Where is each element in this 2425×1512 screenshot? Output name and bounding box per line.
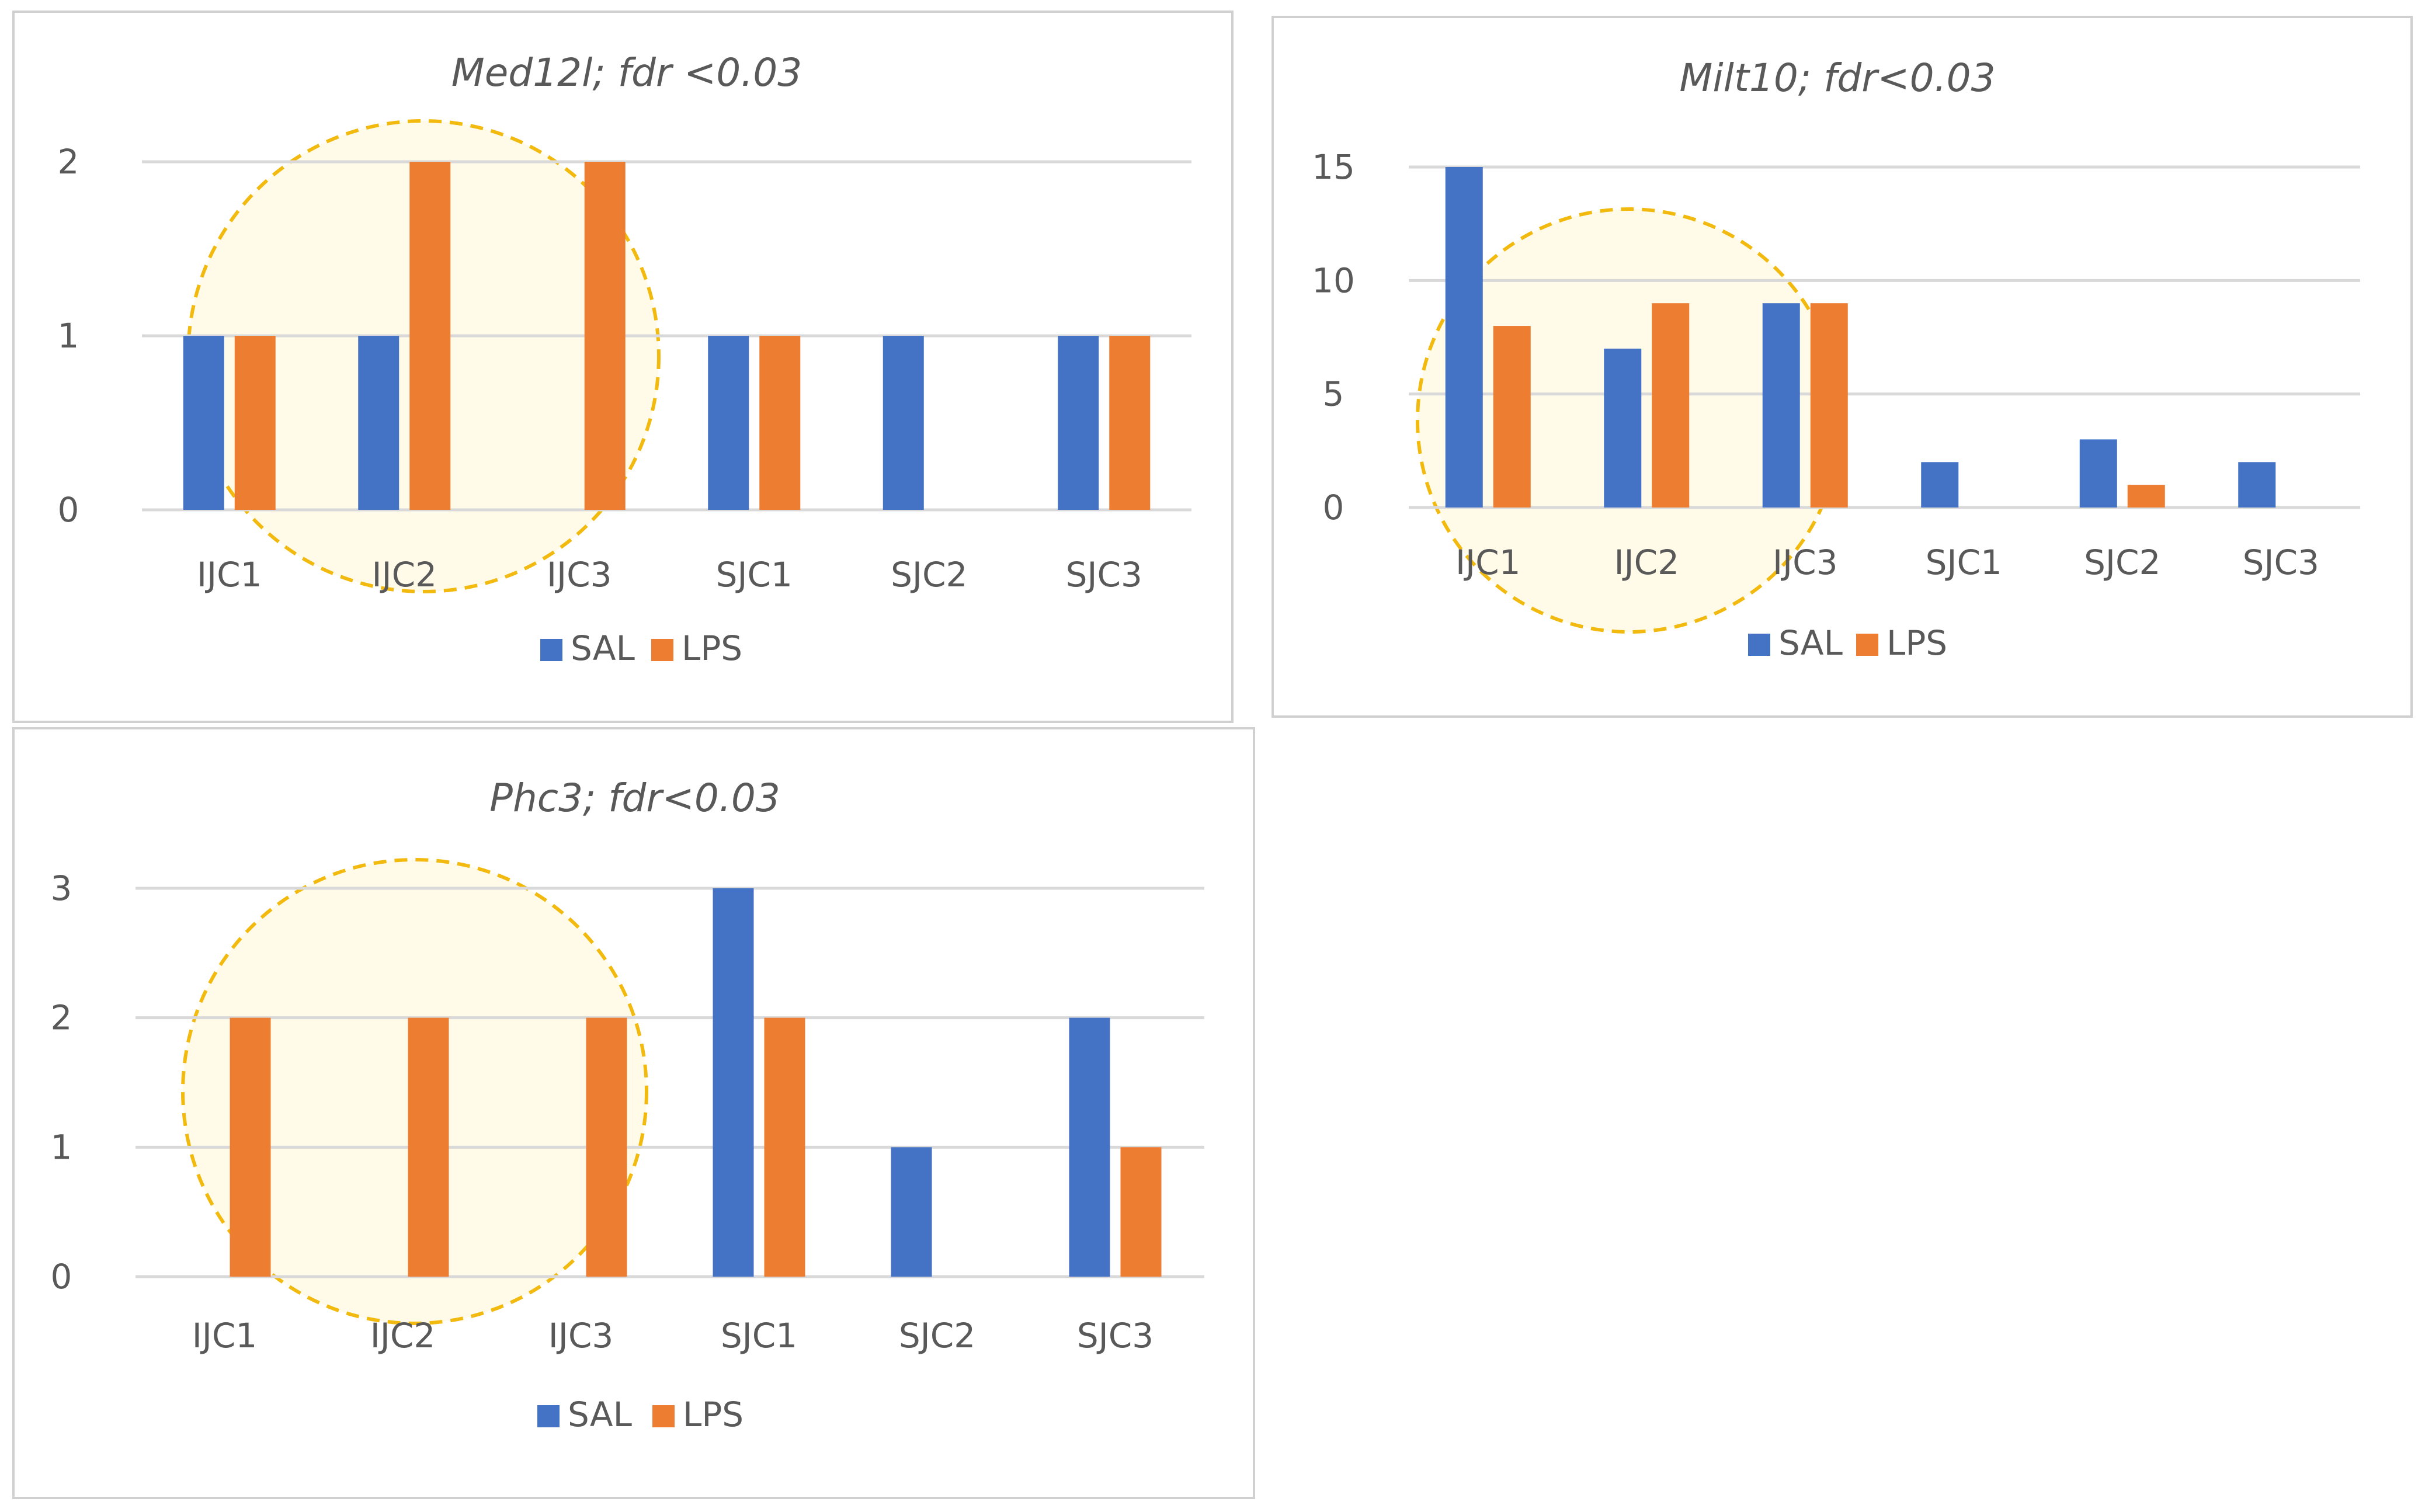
x-tick-label: SJC3 (1077, 1316, 1154, 1355)
bar-sal-ijc2 (358, 336, 399, 510)
chart-title: Med12l; fdr <0.03 (451, 50, 802, 95)
x-tick-label: SJC2 (891, 555, 967, 595)
bar-sal-sjc3 (1058, 336, 1099, 510)
bar-lps-ijc1 (1493, 326, 1531, 508)
legend-swatch-lps (652, 1405, 675, 1427)
legend-label-sal: SAL (568, 1395, 632, 1434)
x-tick-label: IJC1 (197, 555, 262, 595)
y-tick-label: 15 (1312, 147, 1355, 187)
bar-sal-ijc2 (1604, 348, 1642, 508)
chart-med12l: Med12l; fdr <0.03 0 1 2 IJC1 IJC2 IJC3 SJC1 SJC2… (58, 50, 1191, 668)
legend-swatch-sal (1748, 634, 1770, 656)
x-tick-label: IJC2 (370, 1316, 436, 1355)
y-tick-label: 5 (1323, 374, 1344, 414)
bar-lps-sjc1 (764, 1017, 805, 1277)
y-tick-label: 2 (58, 142, 79, 182)
bar-lps-ijc3 (584, 162, 626, 510)
bar-lps-ijc3 (1810, 303, 1848, 508)
bar-sal-ijc3 (1762, 303, 1800, 508)
y-tick-label: 0 (58, 490, 79, 530)
chart-title: Milt10; fdr<0.03 (1679, 55, 1995, 100)
x-tick-label: SJC3 (1066, 555, 1142, 595)
bar-lps-sjc3 (1120, 1147, 1162, 1277)
x-tick-label: IJC1 (1455, 543, 1521, 582)
bar-lps-ijc2 (1652, 303, 1690, 508)
bar-lps-sjc3 (1109, 336, 1151, 510)
chart-milt10: Milt10; fdr<0.03 0 5 10 15 IJC1 IJC2 IJC3 SJC1 SJ… (1312, 55, 2360, 663)
y-tick-label: 0 (51, 1257, 72, 1297)
bar-lps-sjc2 (2127, 485, 2165, 508)
y-tick-label: 3 (51, 868, 72, 908)
bar-lps-sjc1 (759, 336, 801, 510)
x-tick-label: IJC2 (1614, 543, 1679, 582)
legend-label-lps: LPS (1887, 623, 1947, 663)
bar-sal-sjc3 (1069, 1017, 1110, 1277)
legend-swatch-sal (537, 1405, 560, 1427)
y-tick-label: 2 (51, 998, 72, 1038)
x-tick-label: SJC1 (1926, 543, 2002, 582)
x-tick-label: IJC3 (1773, 543, 1838, 582)
x-tick-label: SJC2 (2084, 543, 2160, 582)
chart-phc3: Phc3; fdr<0.03 0 1 2 3 IJC1 IJC2 IJC3 SJC1 SJC2 SJ… (51, 776, 1204, 1434)
chart-panel-phc3: Phc3; fdr<0.03 0 1 2 3 IJC1 IJC2 IJC3 SJC1 SJC2 SJ… (12, 727, 1255, 1499)
x-tick-label: IJC3 (547, 555, 612, 595)
bar-sal-ijc1 (1445, 167, 1483, 508)
legend-label-lps: LPS (682, 628, 742, 668)
legend-label-lps: LPS (683, 1395, 744, 1434)
chart-title: Phc3; fdr<0.03 (489, 776, 780, 821)
legend-label-sal: SAL (571, 628, 635, 668)
x-tick-label: SJC3 (2243, 543, 2319, 582)
bar-sal-sjc1 (1921, 462, 1959, 508)
y-tick-label: 1 (51, 1127, 72, 1167)
bar-sal-sjc1 (708, 336, 749, 510)
y-tick-label: 10 (1312, 260, 1355, 300)
legend-label-sal: SAL (1778, 623, 1843, 663)
bar-lps-ijc1 (230, 1017, 271, 1277)
y-tick-label: 1 (58, 316, 79, 356)
x-tick-label: IJC3 (548, 1316, 614, 1355)
x-tick-label: SJC1 (721, 1316, 797, 1355)
x-tick-label: SJC2 (899, 1316, 975, 1355)
x-tick-label: IJC1 (192, 1316, 258, 1355)
bar-sal-ijc1 (183, 336, 224, 510)
legend-swatch-sal (540, 639, 562, 661)
bar-sal-sjc3 (2238, 462, 2276, 508)
bar-sal-sjc1 (713, 888, 754, 1277)
legend-swatch-lps (651, 639, 673, 661)
bar-lps-ijc3 (586, 1017, 627, 1277)
x-tick-label: SJC1 (716, 555, 793, 595)
chart-panel-med12l: Med12l; fdr <0.03 0 1 2 IJC1 IJC2 IJC3 SJC1 SJC2… (12, 11, 1234, 723)
y-tick-label: 0 (1323, 488, 1344, 527)
chart-panel-milt10: Milt10; fdr<0.03 0 5 10 15 IJC1 IJC2 IJC3 SJC1 SJ… (1271, 16, 2413, 718)
bar-sal-sjc2 (2079, 439, 2117, 508)
bar-lps-ijc2 (408, 1017, 449, 1277)
legend-swatch-lps (1856, 634, 1878, 656)
bar-sal-sjc2 (883, 336, 924, 510)
bar-lps-ijc1 (234, 336, 276, 510)
bar-lps-ijc2 (409, 162, 451, 510)
bar-sal-sjc2 (891, 1147, 932, 1277)
x-tick-label: IJC2 (371, 555, 437, 595)
